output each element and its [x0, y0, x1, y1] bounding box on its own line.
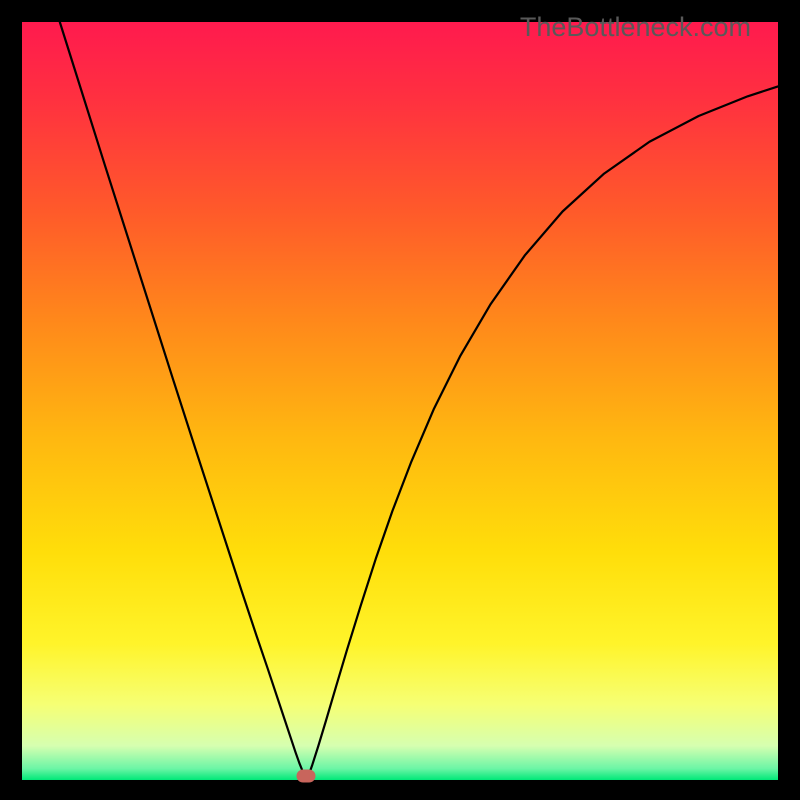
minimum-marker	[297, 770, 316, 783]
bottleneck-curve	[22, 22, 778, 780]
curve-right-branch	[306, 86, 778, 780]
plot-area: TheBottleneck.com	[22, 22, 778, 780]
chart-frame: TheBottleneck.com	[0, 0, 800, 800]
watermark-text: TheBottleneck.com	[520, 12, 751, 43]
curve-left-branch	[60, 22, 306, 780]
